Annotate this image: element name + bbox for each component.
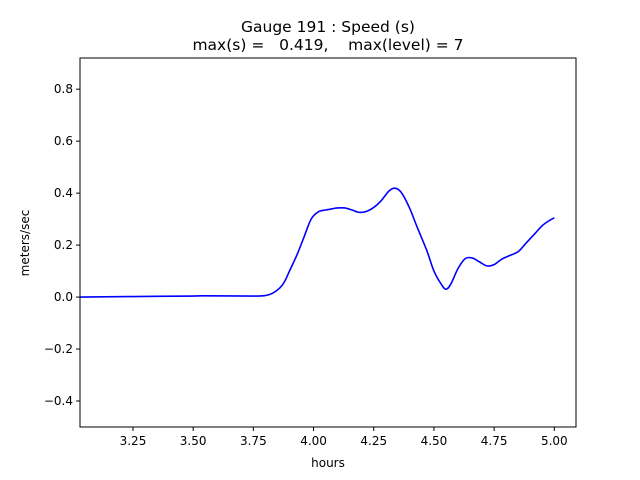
plot-area: 3.25 3.50 3.75 4.00 4.25 4.50 4.75 5.00 −0.4 −0.2… — [44, 57, 577, 448]
y-axis-label: meters/sec — [18, 210, 32, 277]
axes-frame — [79, 57, 577, 428]
chart-title-line2: max(s) = 0.419, max(level) = 7 — [192, 36, 463, 54]
y-tick-label-3: 0.2 — [54, 238, 73, 252]
x-tick-label-3: 4.00 — [300, 434, 327, 448]
x-tick-label-4: 4.25 — [360, 434, 387, 448]
x-tick-label-7: 5.00 — [541, 434, 568, 448]
y-tick-label-5: 0.6 — [54, 134, 73, 148]
x-tick-label-2: 3.75 — [240, 434, 267, 448]
y-tick-label-2: 0.0 — [54, 290, 73, 304]
x-tick-label-6: 4.75 — [481, 434, 508, 448]
x-tick-label-1: 3.50 — [180, 434, 207, 448]
series-line-0 — [79, 187, 555, 298]
x-tick-label-0: 3.25 — [120, 434, 147, 448]
y-tick-label-1: −0.2 — [44, 342, 73, 356]
y-tick-label-4: 0.4 — [54, 186, 73, 200]
y-tick-label-0: −0.4 — [44, 394, 73, 408]
chart-title-line1: Gauge 191 : Speed (s) — [241, 18, 415, 36]
x-axis-label: hours — [311, 456, 345, 470]
x-tick-label-5: 4.50 — [421, 434, 448, 448]
y-tick-label-6: 0.8 — [54, 82, 73, 96]
